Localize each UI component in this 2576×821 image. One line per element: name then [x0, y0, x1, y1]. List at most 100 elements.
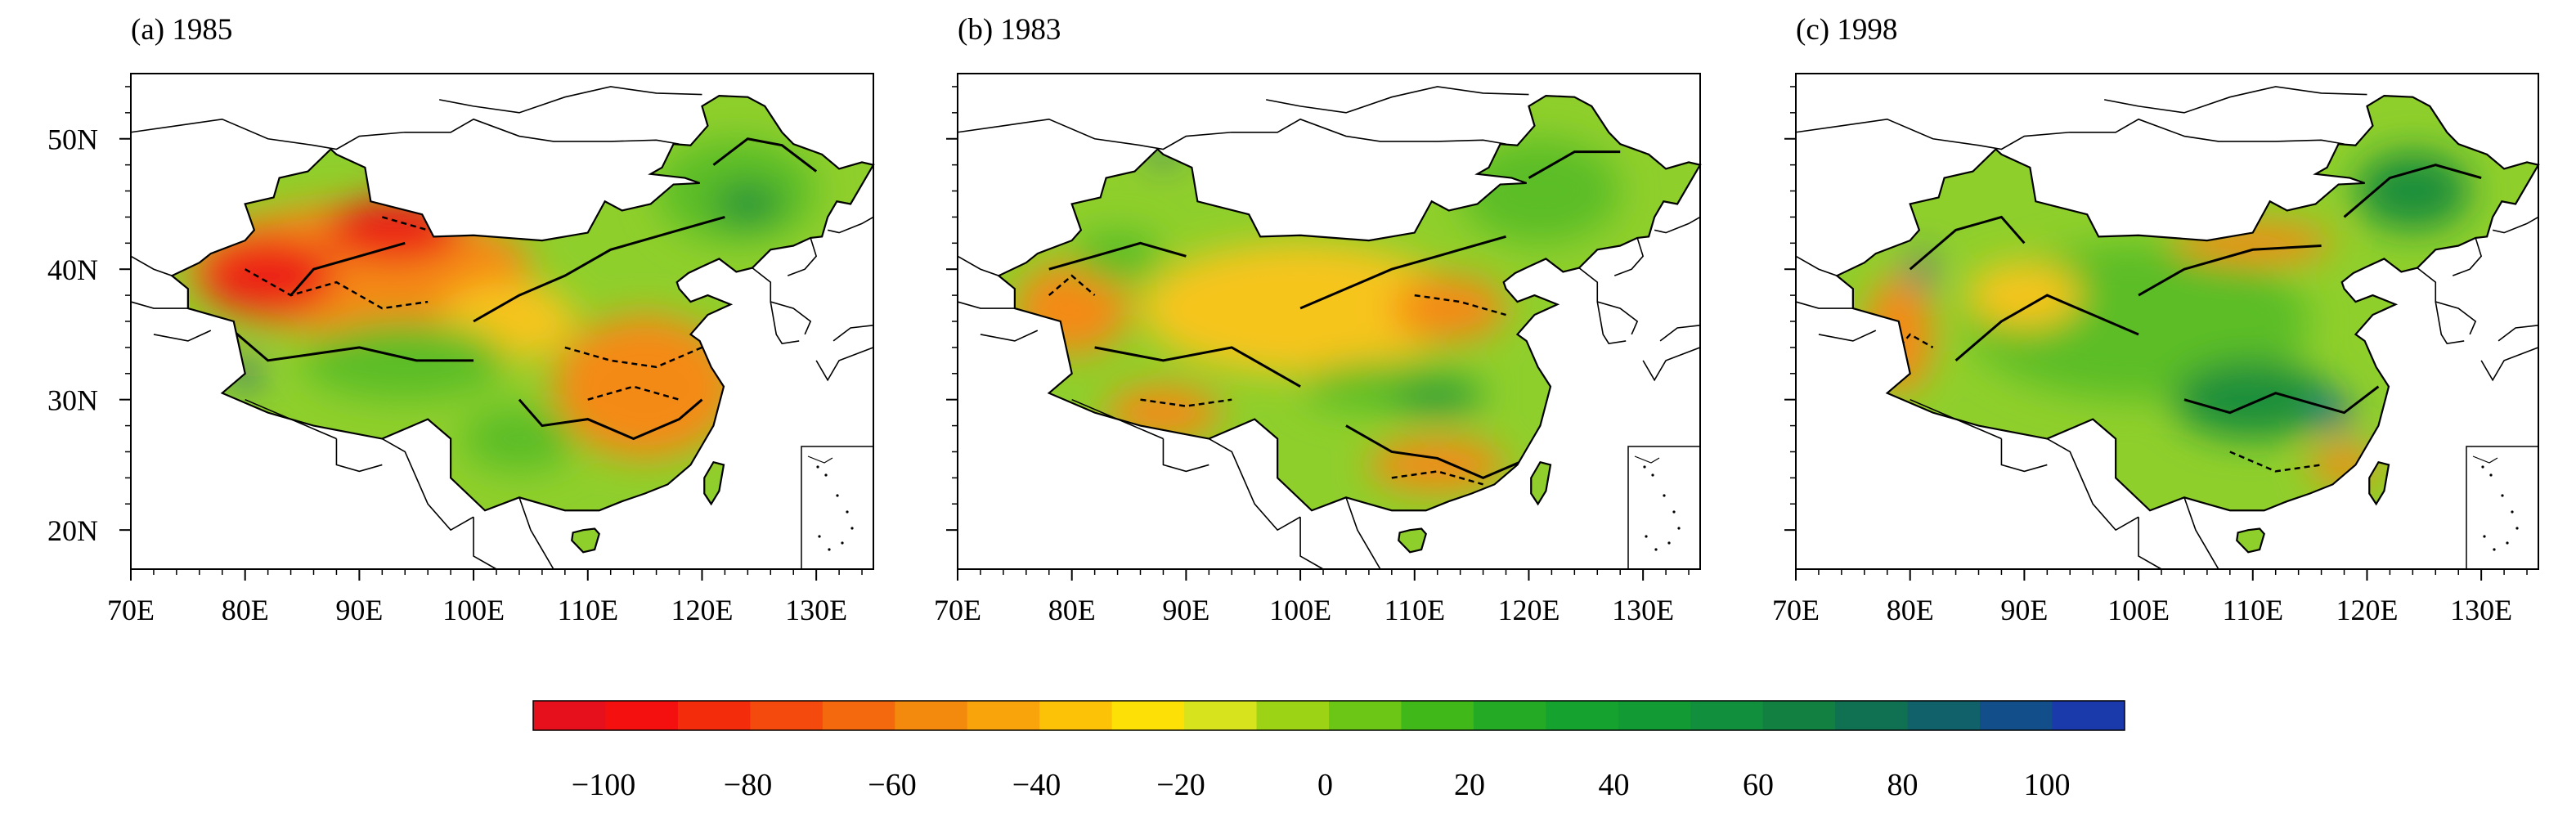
contour-lines	[222, 139, 816, 439]
anomaly-region-darkgreen	[1391, 386, 1483, 413]
colorbar-swatch	[605, 701, 679, 730]
map-panel-3: (c) 1998 70E 80E 90E 100E 110E 120E 130E	[1772, 13, 2538, 626]
lat-tick-label: 50N	[47, 123, 98, 156]
anomaly-region-red	[199, 236, 337, 316]
lon-tick-label: 70E	[1772, 594, 1820, 626]
anomaly-region-orange	[1391, 276, 1506, 341]
colorbar-swatch	[1039, 701, 1113, 730]
anomaly-region-orange	[2172, 223, 2333, 263]
lat-tick-label: 40N	[47, 253, 98, 286]
lat-tick-label: 20N	[47, 514, 98, 547]
lon-tick-label: 100E	[2107, 594, 2170, 626]
colorbar-swatch	[1111, 701, 1185, 730]
lat-tick-label: 30N	[47, 384, 98, 417]
contour-lines	[1887, 165, 2481, 472]
anomaly-field	[172, 96, 873, 553]
lon-tick-label: 90E	[1162, 594, 1209, 626]
lon-tick-label: 120E	[1497, 594, 1560, 626]
colorbar-tick-label: −60	[868, 768, 916, 802]
anomaly-field	[1837, 96, 2538, 553]
china-border-outline	[172, 96, 873, 510]
china-border-taiwan	[704, 462, 724, 504]
colorbar-tick-label: −20	[1156, 768, 1205, 802]
colorbar-swatch	[895, 701, 968, 730]
anomaly-region-orange	[553, 315, 737, 459]
colorbar-swatch	[1184, 701, 1258, 730]
lon-tick-label: 120E	[2336, 594, 2398, 626]
colorbar-swatch	[1980, 701, 2053, 730]
colorbar-swatch	[822, 701, 895, 730]
colorbar-frame	[532, 700, 2125, 731]
lon-tick-label: 110E	[1384, 594, 1445, 626]
anomaly-region-darkgreen	[713, 184, 783, 224]
china-border-outline	[999, 96, 1700, 510]
colorbar-swatch	[533, 701, 606, 730]
lon-tick-label: 130E	[1612, 594, 1674, 626]
lon-tick-label: 100E	[1269, 594, 1331, 626]
colorbar-swatch	[750, 701, 824, 730]
lon-tick-label: 80E	[1887, 594, 1934, 626]
colorbar-tick-label: −80	[724, 768, 772, 802]
colorbar: −100 −80 −60 −40 −20 0 20 40 60 80 100	[532, 700, 2125, 802]
anomaly-region-green	[1460, 138, 1621, 244]
map-panel-1: (a) 1985 70E 80E 90E 100E 110E 120E 130E 50N 40N 3…	[47, 13, 873, 626]
lon-tick-label: 70E	[107, 594, 155, 626]
map-panel-2: (b) 1983 70E 80E 90E 100E 110E 120E 130E	[934, 13, 1700, 626]
lon-tick-label: 80E	[222, 594, 269, 626]
colorbar-tick-label: 100	[2024, 768, 2071, 802]
south-china-sea-inset	[2466, 446, 2539, 570]
colorbar-swatch	[1690, 701, 1764, 730]
country-borders	[958, 87, 1700, 569]
china-border-hainan	[2237, 529, 2264, 553]
panel-label: (c) 1998	[1796, 13, 1897, 47]
china-border-taiwan	[1531, 462, 1551, 504]
china-border-outline	[1837, 96, 2538, 510]
colorbar-swatch	[2052, 701, 2125, 730]
anomaly-region-green	[302, 321, 508, 400]
south-china-sea-inset	[801, 446, 874, 570]
anomaly-region-orange	[2309, 445, 2379, 485]
country-borders	[1796, 87, 2538, 569]
contour-lines	[1049, 152, 1620, 485]
colorbar-swatch	[1401, 701, 1474, 730]
anomaly-region-green	[462, 406, 577, 472]
colorbar-swatch	[967, 701, 1040, 730]
lon-tick-label: 70E	[934, 594, 981, 626]
colorbar-tick-label: 0	[1317, 768, 1333, 802]
lon-tick-label: 100E	[442, 594, 505, 626]
lon-tick-label: 90E	[335, 594, 383, 626]
colorbar-tick-label: 40	[1599, 768, 1630, 802]
panel-label: (a) 1985	[131, 13, 232, 47]
lon-tick-label: 130E	[2450, 594, 2512, 626]
colorbar-swatch	[1762, 701, 1836, 730]
south-china-sea-inset	[1627, 446, 1701, 570]
anomaly-region-darkgreen	[2355, 151, 2471, 231]
lon-tick-label: 110E	[557, 594, 618, 626]
lon-tick-label: 110E	[2222, 594, 2283, 626]
anomaly-region-orange	[1368, 438, 1506, 491]
panel-label: (b) 1983	[958, 13, 1061, 47]
anomaly-region-blue	[1910, 256, 1933, 283]
lon-tick-label: 130E	[785, 594, 847, 626]
country-borders	[131, 87, 873, 569]
colorbar-swatch	[1329, 701, 1402, 730]
colorbar-tick-label: 60	[1743, 768, 1774, 802]
anomaly-region-green	[1071, 230, 1164, 283]
china-border-hainan	[1398, 529, 1426, 553]
lon-tick-label: 120E	[671, 594, 733, 626]
colorbar-swatch	[1473, 701, 1546, 730]
china-border-hainan	[572, 529, 599, 553]
anomaly-region-orange	[1864, 276, 1933, 393]
colorbar-swatch	[677, 701, 751, 730]
colorbar-swatch	[1618, 701, 1691, 730]
colorbar-tick-label: 20	[1454, 768, 1485, 802]
colorbar-swatch	[1907, 701, 1981, 730]
colorbar-swatch	[1835, 701, 1909, 730]
colorbar-tick-label: −40	[1012, 768, 1061, 802]
china-border-taiwan	[2369, 462, 2389, 504]
colorbar-swatch	[1256, 701, 1330, 730]
colorbar-tick-label: 80	[1887, 768, 1919, 802]
anomaly-region-yellow	[1967, 262, 2082, 328]
lon-tick-label: 90E	[2000, 594, 2048, 626]
